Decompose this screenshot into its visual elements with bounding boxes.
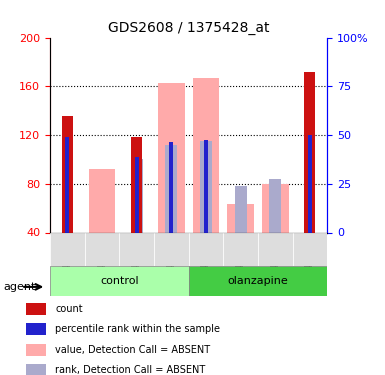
Bar [50,266,189,296]
Bar [227,204,254,232]
Bar [165,145,177,232]
Bar [169,142,174,232]
Bar [305,72,315,232]
Text: count: count [55,304,83,314]
Bar [131,138,142,232]
Bar [27,303,46,315]
Bar [189,266,327,296]
Text: rank, Detection Call = ABSENT: rank, Detection Call = ABSENT [55,365,205,375]
Bar [204,140,208,232]
Bar [293,232,327,266]
Bar [27,323,46,335]
Bar [269,179,281,232]
Text: value, Detection Call = ABSENT: value, Detection Call = ABSENT [55,345,210,354]
Bar [27,364,46,375]
Bar [134,157,139,232]
Text: percentile rank within the sample: percentile rank within the sample [55,324,220,334]
Bar [262,184,289,232]
Bar [85,232,119,266]
Bar [62,116,73,232]
Bar [308,135,312,232]
Bar [119,232,154,266]
Text: control: control [100,276,139,286]
Bar [192,78,219,232]
Bar [223,232,258,266]
Bar [258,232,293,266]
Bar [189,232,223,266]
Bar [89,169,115,232]
Bar [158,82,185,232]
Bar [200,141,212,232]
Bar [27,344,46,355]
Bar [154,232,189,266]
Bar [65,138,70,232]
Bar [131,159,143,232]
Bar [234,186,247,232]
Title: GDS2608 / 1375428_at: GDS2608 / 1375428_at [108,21,270,35]
Text: agent: agent [4,282,36,292]
Text: olanzapine: olanzapine [228,276,288,286]
Bar [50,232,85,266]
